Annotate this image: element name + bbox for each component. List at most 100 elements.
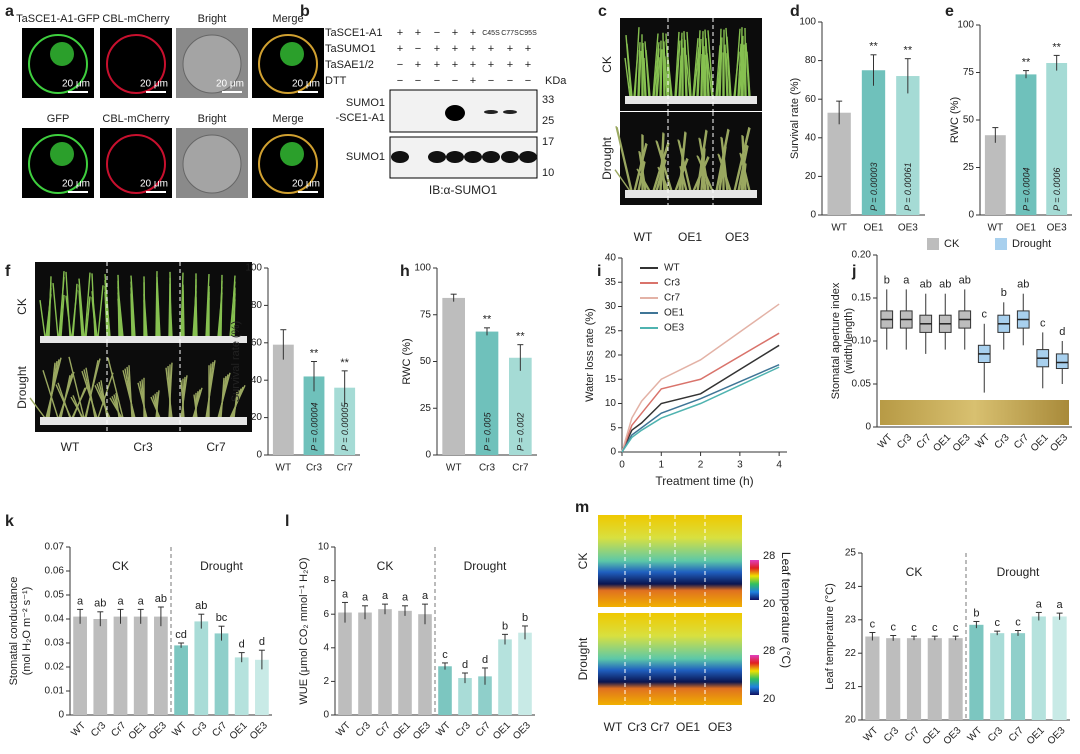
column-label: OE3: [725, 230, 749, 244]
leaf: [652, 33, 659, 98]
leaf: [637, 169, 651, 192]
colorbar: [750, 655, 759, 695]
legend-label: OE1: [664, 308, 684, 319]
cell-signal: [280, 142, 304, 166]
x-tick-label: OE1: [1016, 223, 1036, 234]
significance-label: **: [516, 331, 525, 343]
colorbar-max: 28: [763, 550, 775, 562]
row-label: CK: [15, 298, 29, 315]
significance-label: c: [1040, 317, 1046, 329]
significance-label: a: [422, 590, 429, 602]
y-tick-label: 0.07: [45, 542, 65, 553]
y-tick-label: 6: [323, 609, 329, 620]
bar: [234, 657, 249, 715]
x-tick-label: WT: [831, 223, 847, 234]
y-tick-label: 15: [605, 374, 617, 385]
significance-label: c: [442, 649, 448, 661]
x-tick-label: Cr3: [306, 463, 323, 474]
leaf: [195, 297, 198, 338]
column-label: OE1: [676, 720, 700, 734]
leaf: [703, 46, 706, 98]
y-tick-label: 35: [605, 277, 617, 288]
significance-label: **: [483, 314, 492, 326]
leaf: [637, 42, 641, 98]
significance-label: c: [911, 622, 917, 634]
y-tick-label: 0: [810, 210, 816, 221]
bar: [154, 616, 168, 715]
significance-label: b: [502, 620, 508, 632]
bar: [133, 616, 148, 715]
lane-sign: +: [507, 59, 513, 71]
row-label: CK: [576, 553, 590, 570]
significance-label: ab: [920, 279, 932, 291]
leaf: [220, 274, 223, 338]
panel-letter: h: [400, 263, 410, 280]
cell-signal: [50, 142, 74, 166]
x-tick-label: OE3: [411, 720, 433, 742]
y-tick-label: 0: [323, 710, 329, 721]
x-tick-label: 4: [776, 460, 782, 471]
lane-sign: +: [415, 59, 421, 71]
leaf: [716, 53, 722, 98]
colorbar-min: 20: [763, 598, 775, 610]
lane-sign: −: [397, 59, 403, 71]
lane-sign: +: [470, 75, 476, 87]
leaf: [679, 132, 687, 192]
leaf: [655, 48, 660, 98]
bar: [1010, 633, 1026, 720]
y-tick-label: 0.02: [45, 662, 65, 673]
significance-label: c: [994, 617, 1000, 629]
leaf: [716, 129, 730, 192]
significance-label: **: [904, 45, 913, 57]
leaf: [738, 145, 749, 192]
y-tick-label: 0: [968, 210, 974, 221]
bar: [194, 621, 209, 715]
x-tick-label: WT: [69, 720, 88, 739]
y-tick-label: 100: [799, 17, 816, 28]
panel-letter: k: [5, 513, 14, 530]
panel-letter: j: [851, 263, 856, 280]
colorbar: [750, 560, 759, 600]
image-header: GFP: [47, 113, 70, 125]
leaf: [169, 295, 173, 338]
y-axis-label: Survival rate (%): [789, 78, 801, 159]
significance-label: **: [869, 41, 878, 53]
lane-sign: +: [470, 59, 476, 71]
significance-label: d: [482, 654, 488, 666]
leaf: [72, 283, 78, 338]
y-tick-label: 20: [251, 412, 263, 423]
lane-sign: +: [452, 59, 458, 71]
x-tick-label: WT: [170, 720, 189, 739]
leaf: [65, 295, 72, 338]
row-label: CK: [600, 56, 614, 73]
group-label: Drought: [997, 565, 1040, 579]
lane-sign: +: [452, 27, 458, 39]
leaf: [674, 31, 680, 98]
leaf: [697, 156, 714, 192]
x-tick-label: Cr3: [479, 463, 496, 474]
panel-letter: b: [300, 3, 310, 20]
leaf: [180, 272, 184, 338]
bar: [442, 297, 465, 455]
significance-label: c: [890, 621, 896, 633]
bar: [990, 633, 1005, 720]
y-tick-label: 4: [323, 642, 329, 653]
leaf: [701, 31, 704, 98]
y-tick-label: 25: [605, 325, 617, 336]
y-tick-label: 25: [963, 162, 975, 173]
x-tick-label: WT: [862, 725, 881, 744]
leaf: [719, 146, 727, 192]
leaf: [230, 275, 236, 338]
legend-label: WT: [664, 263, 680, 274]
leaf: [626, 43, 633, 98]
x-tick-label: WT: [988, 223, 1004, 234]
significance-label: a: [138, 595, 145, 607]
y-tick-label: 75: [963, 67, 975, 78]
band: [501, 151, 519, 163]
row-label: DTT: [325, 75, 347, 87]
y-tick-label: 0: [865, 422, 871, 433]
significance-label: a: [342, 588, 349, 600]
x-tick-label: Cr7: [1007, 725, 1026, 744]
significance-label: b: [973, 607, 979, 619]
bar: [498, 639, 512, 715]
